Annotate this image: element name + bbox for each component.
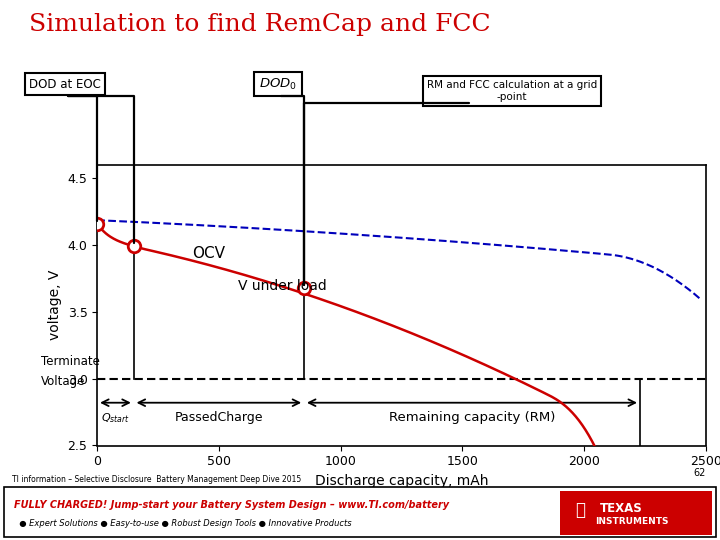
- Text: Remaining capacity (RM): Remaining capacity (RM): [389, 411, 555, 424]
- Text: $DOD_0$: $DOD_0$: [259, 77, 297, 92]
- Text: RM and FCC calculation at a grid
-point: RM and FCC calculation at a grid -point: [427, 80, 597, 102]
- Text: DOD at EOC: DOD at EOC: [29, 78, 101, 91]
- Text: OCV: OCV: [192, 246, 225, 261]
- Text: 🔥: 🔥: [575, 501, 585, 519]
- Text: TI information – Selective Disclosure  Battery Management Deep Dive 2015: TI information – Selective Disclosure Ba…: [12, 475, 301, 484]
- Text: V under load: V under load: [238, 279, 327, 293]
- Text: TEXAS: TEXAS: [600, 502, 643, 515]
- Text: INSTRUMENTS: INSTRUMENTS: [595, 516, 668, 525]
- Text: Terminate: Terminate: [41, 355, 100, 368]
- Text: FULLY CHARGED! Jump-start your Battery System Design – www.TI.com/battery: FULLY CHARGED! Jump-start your Battery S…: [14, 500, 449, 510]
- Text: 62: 62: [693, 468, 706, 478]
- X-axis label: Discharge capacity, mAh: Discharge capacity, mAh: [315, 474, 488, 488]
- Bar: [4, 487, 716, 537]
- Y-axis label: voltage, V: voltage, V: [48, 270, 62, 340]
- Text: $Q_{start}$: $Q_{start}$: [101, 411, 130, 424]
- Text: PassedCharge: PassedCharge: [175, 411, 263, 424]
- Text: Voltage: Voltage: [41, 375, 86, 388]
- Bar: [560, 491, 712, 535]
- Text: Simulation to find RemCap and FCC: Simulation to find RemCap and FCC: [29, 14, 490, 37]
- Text: ● Expert Solutions ● Easy-to-use ● Robust Design Tools ● Innovative Products: ● Expert Solutions ● Easy-to-use ● Robus…: [14, 519, 351, 529]
